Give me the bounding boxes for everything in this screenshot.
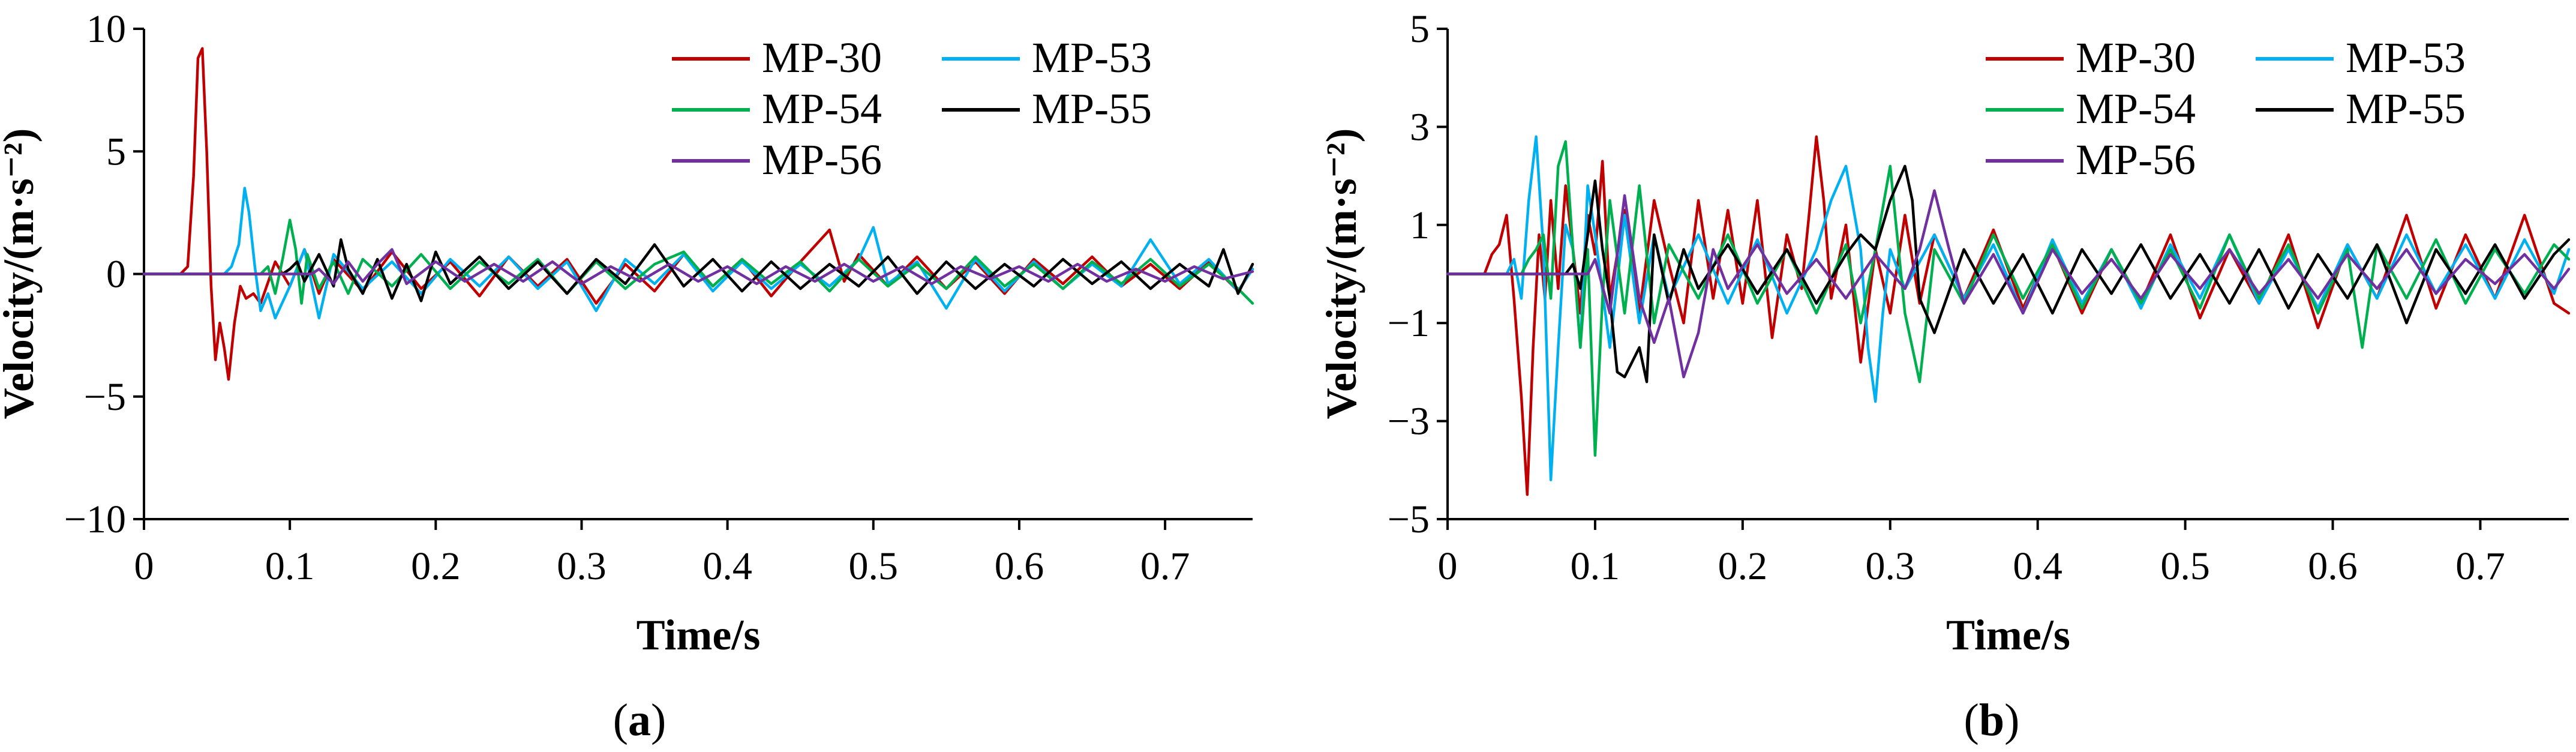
x-tick-label: 0.3 (557, 544, 607, 588)
x-tick-label: 0.4 (702, 544, 752, 588)
x-tick-label: 0.5 (2160, 544, 2210, 588)
series-line-mp-53 (142, 187, 1254, 320)
panel-caption: (b) (1964, 695, 2020, 745)
caption-open-paren: ( (1964, 695, 1979, 745)
y-tick-label: −3 (1388, 400, 1430, 444)
y-axis-title: Velocity/(m·s⁻²) (0, 128, 43, 420)
y-tick-label: 3 (1410, 105, 1430, 149)
x-tick-label: 0.2 (411, 544, 461, 588)
x-tick-label: 0.6 (995, 544, 1044, 588)
caption-letter: b (1979, 695, 2004, 745)
y-tick-label: 1 (1410, 203, 1430, 247)
x-tick-label: 0.2 (1718, 544, 1768, 588)
legend-label-mp-55: MP-55 (2346, 85, 2466, 133)
series-line-mp-53 (1446, 135, 2571, 481)
x-tick-label: 0 (134, 544, 154, 588)
legend-label-mp-56: MP-56 (2076, 136, 2196, 184)
y-tick-label: 5 (106, 130, 126, 173)
legend-label-mp-55: MP-55 (1032, 85, 1152, 133)
series-line-mp-54 (1446, 140, 2571, 457)
x-tick-label: 0 (1438, 544, 1458, 588)
x-tick-label: 0.5 (849, 544, 899, 588)
x-tick-label: 0.4 (2013, 544, 2062, 588)
x-tick-label: 0.3 (1866, 544, 1916, 588)
legend-label-mp-53: MP-53 (1032, 34, 1152, 82)
y-tick-label: −1 (1388, 301, 1430, 345)
x-tick-label: 0.7 (1140, 544, 1190, 588)
panel-b: 5 3 1 −1 −3 −50 0.1 0.2 0.3 0.4 0.5 0.6 0.7 Time/s Vel… (1317, 7, 2571, 745)
y-tick-label: 10 (86, 7, 126, 51)
x-axis-title: Time/s (637, 611, 761, 659)
series-line-mp-56 (142, 248, 1254, 286)
series-line-mp-55 (1446, 164, 2571, 384)
y-axis-title: Velocity/(m·s⁻²) (1317, 128, 1365, 420)
legend-label-mp-53: MP-53 (2346, 34, 2466, 82)
legend-label-mp-54: MP-54 (2076, 85, 2196, 133)
panel-caption: (a) (613, 695, 666, 745)
y-tick-label: 5 (1410, 7, 1430, 51)
legend-label-mp-30: MP-30 (762, 34, 882, 82)
y-tick-label: −5 (84, 375, 126, 419)
series-line-mp-30 (1446, 135, 2571, 496)
x-tick-label: 0.1 (265, 544, 315, 588)
y-tick-label: 0 (106, 253, 126, 296)
legend-label-mp-56: MP-56 (762, 136, 882, 184)
x-axis-title: Time/s (1946, 611, 2070, 659)
series-line-mp-56 (1446, 189, 2571, 379)
x-tick-label: 0.6 (2308, 544, 2358, 588)
series-line-mp-54 (142, 218, 1254, 305)
caption-close-paren: ) (2004, 695, 2019, 745)
y-tick-label: −10 (64, 498, 126, 541)
caption-open-paren: ( (613, 695, 628, 745)
x-tick-label: 0.7 (2455, 544, 2505, 588)
series-line-mp-55 (142, 238, 1254, 302)
legend-label-mp-54: MP-54 (762, 85, 882, 133)
legend-label-mp-30: MP-30 (2076, 34, 2196, 82)
caption-letter: a (628, 695, 651, 745)
x-tick-label: 0.1 (1571, 544, 1620, 588)
y-tick-label: −5 (1388, 498, 1430, 541)
caption-close-paren: ) (651, 695, 666, 745)
